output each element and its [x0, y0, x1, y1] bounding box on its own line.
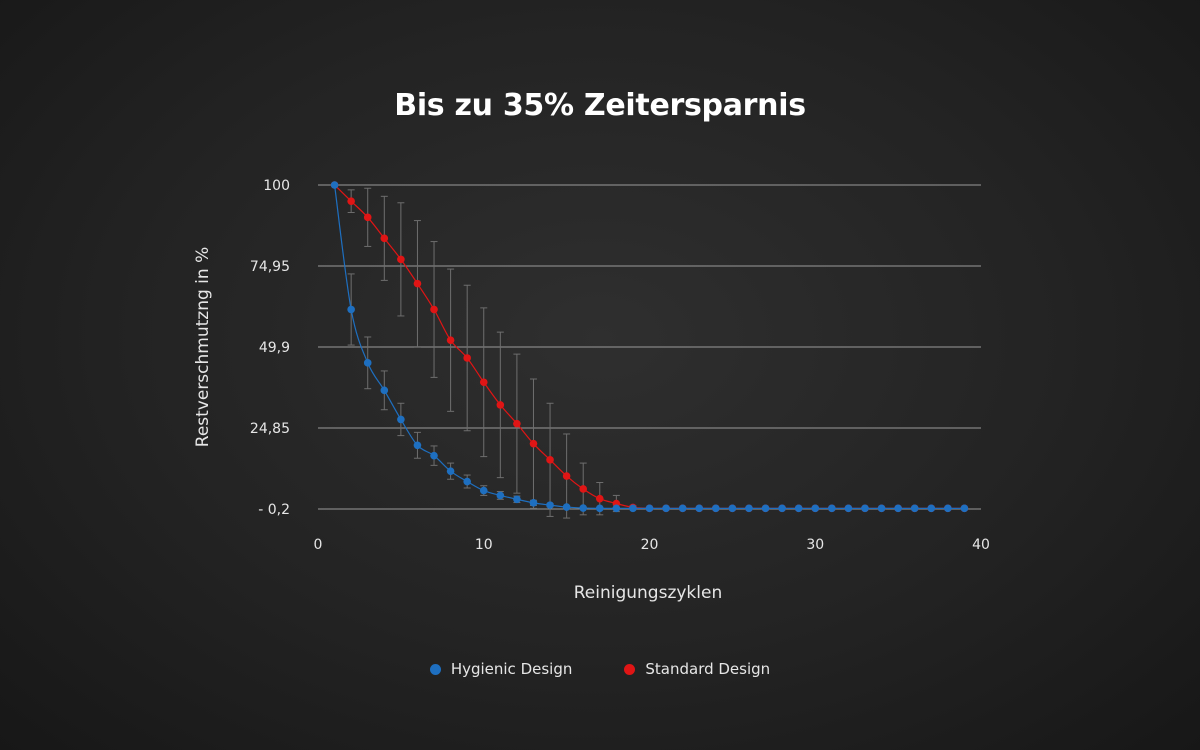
y-tick-label: 100: [263, 178, 290, 194]
data-point-standard: [479, 378, 488, 387]
y-tick-label: 74,95: [250, 259, 290, 275]
x-tick-label: 20: [641, 537, 659, 553]
legend-item-standard: Standard Design: [624, 660, 770, 678]
data-point-hygienic: [513, 495, 521, 504]
legend: Hygienic Design Standard Design: [0, 660, 1200, 678]
data-point-standard: [562, 472, 571, 480]
data-point-hygienic: [430, 451, 438, 460]
data-point-hygienic: [595, 504, 604, 513]
data-point-hygienic: [712, 504, 720, 513]
series-layer: [330, 181, 969, 519]
x-tick-labels: 0 10 20 30 40: [314, 537, 990, 553]
data-point-hygienic: [811, 504, 820, 513]
grid-lines: [318, 184, 981, 510]
data-point-hygienic: [612, 504, 621, 513]
data-point-standard: [380, 234, 389, 243]
y-axis-label: Restverschmutzng in %: [193, 247, 213, 447]
y-tick-labels: 100 74,95 49,9 24,85 - 0,2: [250, 178, 290, 518]
x-tick-label: 30: [806, 537, 824, 553]
data-point-hygienic: [662, 504, 670, 513]
data-point-hygienic: [579, 504, 587, 512]
data-point-standard: [529, 439, 538, 448]
data-point-hygienic: [529, 499, 538, 507]
data-point-hygienic: [678, 504, 687, 513]
data-point-standard: [496, 401, 505, 409]
data-point-hygienic: [877, 504, 886, 513]
data-point-hygienic: [927, 504, 936, 513]
error-bars-standard: [347, 187, 968, 519]
data-point-standard: [430, 305, 438, 314]
data-point-hygienic: [745, 504, 753, 513]
data-point-hygienic: [546, 501, 554, 509]
y-tick-label: - 0,2: [258, 502, 290, 518]
data-point-hygienic: [828, 504, 836, 513]
data-point-hygienic: [562, 503, 571, 511]
data-point-hygienic: [778, 504, 786, 513]
chart-title: Bis zu 35% Zeitersparnis: [394, 88, 806, 123]
data-point-hygienic: [463, 477, 471, 486]
x-tick-label: 10: [475, 537, 493, 553]
data-point-standard: [347, 197, 355, 205]
data-point-hygienic: [629, 504, 637, 513]
legend-label-hygienic: Hygienic Design: [450, 660, 573, 678]
data-point-hygienic: [397, 415, 405, 424]
data-point-standard: [363, 213, 372, 222]
data-point-hygienic: [347, 305, 355, 314]
y-tick-label: 24,85: [250, 421, 290, 437]
data-point-standard: [546, 456, 554, 464]
data-point-hygienic: [496, 491, 505, 500]
data-point-standard: [446, 336, 455, 345]
x-tick-label: 0: [314, 537, 323, 553]
data-point-hygienic: [960, 504, 969, 513]
legend-marker-standard: [624, 663, 636, 675]
data-point-hygienic: [910, 504, 919, 513]
data-point-hygienic: [446, 467, 455, 475]
data-point-hygienic: [844, 504, 853, 513]
data-point-hygienic: [645, 504, 654, 513]
data-point-hygienic: [413, 441, 422, 450]
data-point-standard: [463, 354, 471, 362]
data-point-hygienic: [861, 504, 869, 513]
data-point-hygienic: [380, 386, 389, 395]
x-tick-label: 40: [972, 537, 990, 553]
data-point-hygienic: [894, 504, 902, 513]
legend-label-standard: Standard Design: [645, 660, 771, 678]
data-point-standard: [595, 494, 604, 503]
data-point-hygienic: [363, 359, 372, 367]
error-bars-hygienic: [347, 273, 968, 510]
data-point-standard: [397, 255, 405, 264]
data-point-standard: [413, 279, 422, 288]
data-point-hygienic: [479, 486, 488, 495]
data-point-standard: [579, 485, 587, 493]
y-tick-label: 49,9: [259, 340, 290, 356]
data-point-hygienic: [944, 504, 952, 513]
data-point-hygienic: [728, 504, 737, 513]
data-point-standard: [513, 419, 521, 428]
data-point-hygienic: [330, 181, 339, 189]
data-point-hygienic: [761, 504, 770, 513]
data-point-hygienic: [695, 504, 704, 513]
legend-marker-hygienic: [429, 663, 441, 675]
x-axis-label: Reinigungszyklen: [574, 583, 723, 603]
legend-item-hygienic: Hygienic Design: [429, 660, 573, 678]
data-point-hygienic: [794, 504, 803, 513]
